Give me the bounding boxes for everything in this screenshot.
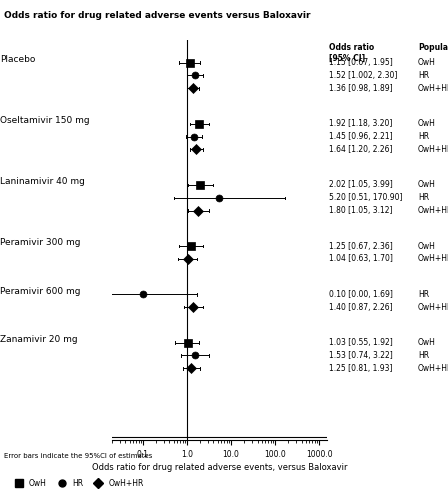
- Text: HR: HR: [418, 71, 429, 80]
- Text: OwH+HR: OwH+HR: [418, 364, 448, 373]
- Text: 1.92 [1.18, 3.20]: 1.92 [1.18, 3.20]: [329, 120, 393, 128]
- Text: 1.52 [1.002, 2.30]: 1.52 [1.002, 2.30]: [329, 71, 398, 80]
- Text: OwH: OwH: [418, 180, 435, 190]
- Text: OwH+HR: OwH+HR: [418, 302, 448, 312]
- Text: OwH: OwH: [418, 120, 435, 128]
- Text: 1.15 [0.67, 1.95]: 1.15 [0.67, 1.95]: [329, 58, 393, 67]
- Text: 1.40 [0.87, 2.26]: 1.40 [0.87, 2.26]: [329, 302, 393, 312]
- Text: 1.45 [0.96, 2.21]: 1.45 [0.96, 2.21]: [329, 132, 393, 141]
- Text: 1.64 [1.20, 2.26]: 1.64 [1.20, 2.26]: [329, 145, 393, 154]
- Text: 1.25 [0.81, 1.93]: 1.25 [0.81, 1.93]: [329, 364, 393, 373]
- Text: OwH: OwH: [418, 338, 435, 347]
- Text: Population: Population: [418, 43, 448, 52]
- Text: 1.80 [1.05, 3.12]: 1.80 [1.05, 3.12]: [329, 206, 393, 215]
- Text: HR: HR: [418, 290, 429, 299]
- Text: OwH+HR: OwH+HR: [418, 206, 448, 215]
- Text: Placebo: Placebo: [0, 55, 35, 64]
- Legend: OwH, HR, OwH+HR: OwH, HR, OwH+HR: [9, 476, 147, 491]
- Text: Oseltamivir 150 mg: Oseltamivir 150 mg: [0, 116, 90, 125]
- Text: Laninamivir 40 mg: Laninamivir 40 mg: [0, 178, 85, 186]
- Text: 0.10 [0.00, 1.69]: 0.10 [0.00, 1.69]: [329, 290, 393, 299]
- Text: 2.02 [1.05, 3.99]: 2.02 [1.05, 3.99]: [329, 180, 393, 190]
- Text: OwH+HR: OwH+HR: [418, 145, 448, 154]
- Text: Peramivir 300 mg: Peramivir 300 mg: [0, 238, 81, 248]
- Text: Zanamivir 20 mg: Zanamivir 20 mg: [0, 335, 78, 344]
- Text: HR: HR: [418, 193, 429, 202]
- Text: 1.25 [0.67, 2.36]: 1.25 [0.67, 2.36]: [329, 242, 393, 250]
- Text: 1.36 [0.98, 1.89]: 1.36 [0.98, 1.89]: [329, 84, 393, 93]
- Text: HR: HR: [418, 351, 429, 360]
- Text: Error bars indicate the 95%CI of estimates: Error bars indicate the 95%CI of estimat…: [4, 452, 153, 458]
- Text: HR: HR: [418, 132, 429, 141]
- Text: OwH+HR: OwH+HR: [418, 254, 448, 264]
- Text: OwH+HR: OwH+HR: [418, 84, 448, 93]
- Text: Odds ratio for drug related adverse events versus Baloxavir: Odds ratio for drug related adverse even…: [4, 10, 311, 20]
- Text: Odds ratio
[95% CI]: Odds ratio [95% CI]: [329, 43, 375, 62]
- Text: OwH: OwH: [418, 242, 435, 250]
- Text: 5.20 [0.51, 170.90]: 5.20 [0.51, 170.90]: [329, 193, 403, 202]
- X-axis label: Odds ratio for drug related adverse events, versus Baloxavir: Odds ratio for drug related adverse even…: [92, 463, 347, 472]
- Text: OwH: OwH: [418, 58, 435, 67]
- Text: 1.03 [0.55, 1.92]: 1.03 [0.55, 1.92]: [329, 338, 393, 347]
- Text: 1.53 [0.74, 3.22]: 1.53 [0.74, 3.22]: [329, 351, 393, 360]
- Text: 1.04 [0.63, 1.70]: 1.04 [0.63, 1.70]: [329, 254, 393, 264]
- Text: Peramivir 600 mg: Peramivir 600 mg: [0, 287, 81, 296]
